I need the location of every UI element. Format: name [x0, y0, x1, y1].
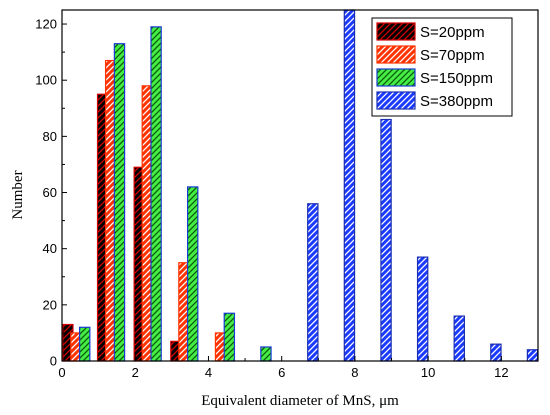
legend-swatch: [376, 22, 416, 41]
bar-s-380ppm-1: [343, 9, 356, 362]
bar-s-380ppm-0: [307, 203, 319, 362]
bar-s-380ppm-2: [380, 118, 392, 362]
x-tick-label: 4: [205, 365, 212, 380]
bar-s-150ppm-3: [186, 186, 199, 362]
y-tick-label: 0: [50, 354, 57, 369]
x-tick-label: 10: [421, 365, 435, 380]
legend-swatch: [376, 45, 416, 64]
bar-s-150ppm-0: [78, 326, 91, 362]
y-tick-label: 20: [43, 297, 57, 312]
bar-s-150ppm-5: [260, 346, 272, 362]
legend-swatch: [376, 91, 416, 110]
bar-s-150ppm-1: [113, 43, 126, 362]
legend-label: S=70ppm: [420, 47, 485, 64]
x-tick-label: 8: [351, 365, 358, 380]
y-tick-label: 40: [43, 241, 57, 256]
x-tick-label: 6: [278, 365, 285, 380]
x-tick-label: 12: [494, 365, 508, 380]
legend: S=20ppm S=70ppm S=150ppm S=380ppm: [371, 17, 513, 117]
y-axis-title: Number: [10, 170, 26, 219]
y-tick-label: 120: [35, 17, 57, 32]
x-tick-label: 0: [58, 365, 65, 380]
bar-s-380ppm-3: [416, 256, 429, 362]
bar-s-380ppm-6: [526, 349, 539, 362]
x-axis-title: Equivalent diameter of MnS, μm: [201, 393, 399, 409]
bar-s-380ppm-4: [453, 315, 465, 362]
bars-layer: [62, 9, 539, 362]
legend-label: S=380ppm: [420, 93, 493, 110]
bar-s-380ppm-5: [490, 343, 502, 362]
bar-s-150ppm-4: [223, 312, 236, 362]
legend-label: S=150ppm: [420, 70, 493, 87]
plot-frame: [61, 9, 539, 362]
y-tick-label: 60: [43, 185, 57, 200]
x-tick-label: 2: [132, 365, 139, 380]
y-tick-label: 100: [35, 73, 57, 88]
legend-label: S=20ppm: [420, 24, 485, 41]
legend-swatch: [376, 68, 416, 87]
bar-s-150ppm-2: [150, 26, 162, 362]
y-tick-label: 80: [43, 129, 57, 144]
